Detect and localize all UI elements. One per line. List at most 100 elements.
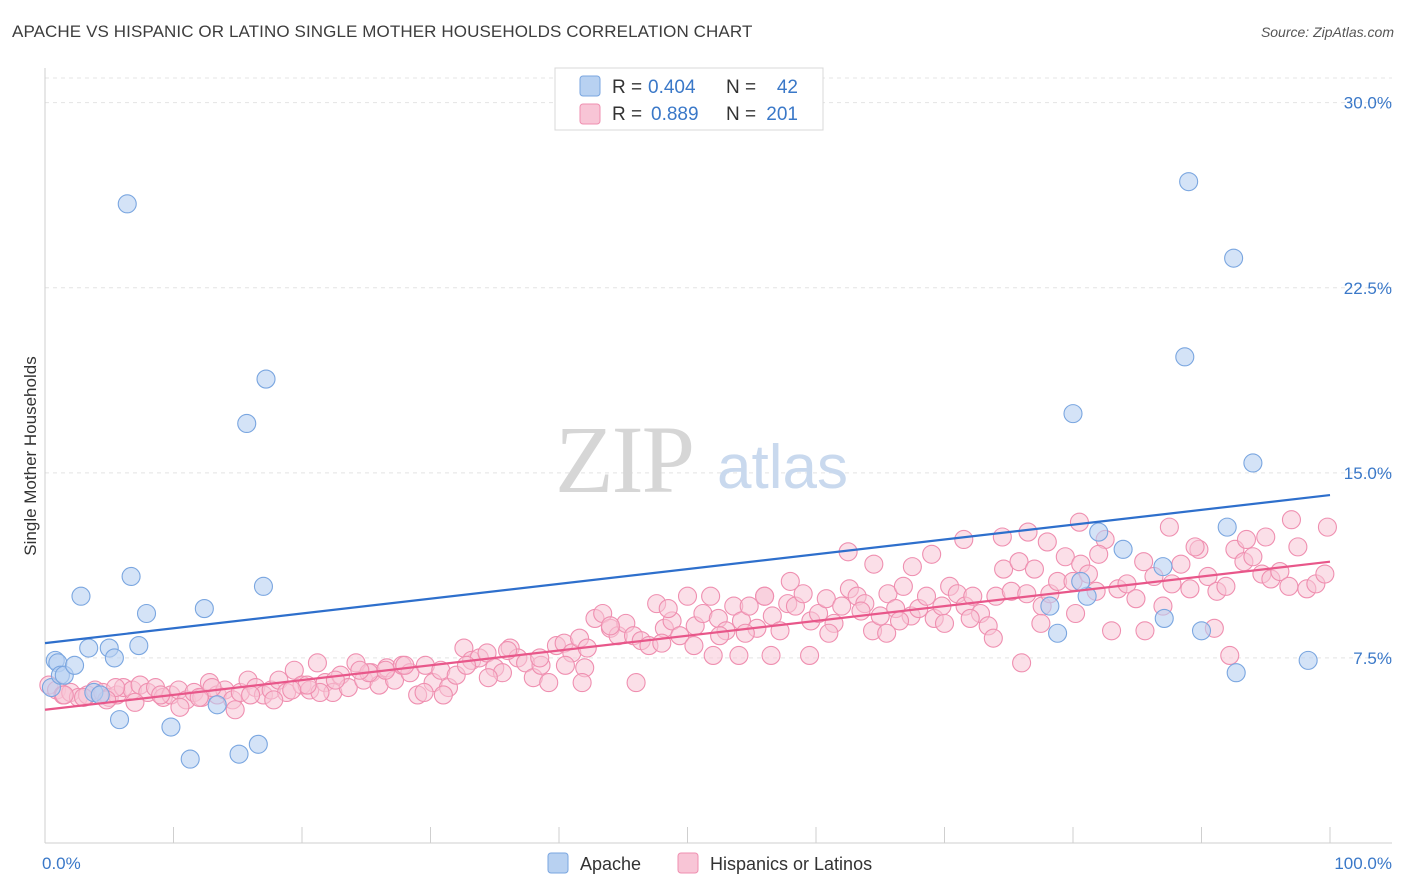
hispanic-point bbox=[870, 606, 890, 626]
hispanic-point bbox=[1162, 574, 1182, 594]
watermark: ZIP atlas bbox=[555, 406, 848, 513]
hispanic-point bbox=[992, 527, 1012, 547]
legend-r-label-1: R = bbox=[612, 77, 642, 98]
series-legend: Apache Hispanics or Latinos bbox=[547, 852, 872, 874]
apache-point bbox=[79, 638, 99, 658]
hispanic-point bbox=[1126, 589, 1146, 609]
apache-point bbox=[117, 194, 137, 214]
hispanic-point bbox=[1185, 537, 1205, 557]
apache-point bbox=[121, 566, 141, 587]
hispanic-point bbox=[433, 685, 453, 705]
hispanic-point bbox=[307, 653, 327, 673]
hispanic-point bbox=[478, 668, 498, 688]
apache-bottom-swatch bbox=[547, 852, 569, 874]
y-tick-label: 22.5% bbox=[1344, 279, 1392, 298]
hispanic-point bbox=[960, 608, 980, 628]
hispanic-point bbox=[414, 682, 434, 703]
chart-source: Source: ZipAtlas.com bbox=[1260, 24, 1394, 40]
hispanic-point bbox=[677, 586, 698, 606]
hispanic-point bbox=[555, 655, 575, 675]
hispanic-point bbox=[1135, 621, 1155, 641]
y-tick-labels: 7.5% 15.0% 22.5% 30.0% bbox=[1344, 94, 1392, 668]
hispanic-point bbox=[994, 559, 1014, 579]
correlation-legend: R = 0.404 N = 42 R = 0.889 N = 201 bbox=[554, 67, 824, 131]
hispanic-bottom-swatch bbox=[677, 852, 699, 874]
apache-point bbox=[1153, 557, 1173, 577]
x-tick-labels: 0.0% 100.0% bbox=[42, 854, 1392, 873]
y-tick-label: 15.0% bbox=[1344, 464, 1392, 483]
hispanic-point bbox=[1256, 527, 1276, 547]
apache-point bbox=[65, 655, 85, 675]
hispanic-point bbox=[1317, 517, 1337, 537]
x-tick-label: 100.0% bbox=[1334, 854, 1392, 873]
hispanic-legend-label: Hispanics or Latinos bbox=[710, 854, 872, 874]
hispanic-point bbox=[1066, 603, 1086, 624]
apache-point bbox=[1048, 623, 1068, 643]
hispanic-point bbox=[922, 544, 942, 564]
hispanic-point bbox=[1159, 517, 1179, 537]
apache-point bbox=[1071, 571, 1091, 591]
hispanic-point bbox=[539, 673, 559, 693]
apache-point bbox=[1154, 608, 1174, 628]
hispanic-point bbox=[983, 628, 1003, 648]
hispanic-point bbox=[1236, 529, 1257, 550]
hispanic-point bbox=[1018, 522, 1038, 542]
hispanic-point bbox=[1180, 579, 1200, 599]
hispanic-point bbox=[735, 623, 755, 643]
legend-r-value-2: 0.889 bbox=[651, 104, 699, 125]
apache-point bbox=[1113, 539, 1133, 559]
hispanic-point bbox=[1055, 547, 1075, 567]
apache-point bbox=[1243, 453, 1263, 473]
apache-point bbox=[1217, 517, 1237, 537]
hispanic-point bbox=[684, 636, 704, 656]
y-tick-label: 30.0% bbox=[1344, 94, 1392, 113]
apache-point bbox=[1226, 663, 1246, 683]
hispanic-point bbox=[600, 616, 620, 636]
hispanic-point bbox=[701, 586, 721, 606]
hispanic-point bbox=[1220, 645, 1240, 666]
hispanic-point bbox=[225, 700, 245, 720]
hispanic-point bbox=[1288, 537, 1308, 557]
hispanic-point bbox=[832, 596, 852, 616]
grid-lines bbox=[45, 77, 1392, 659]
hispanic-point bbox=[658, 599, 678, 619]
apache-point bbox=[1224, 248, 1244, 268]
apache-point bbox=[248, 734, 268, 754]
hispanic-point bbox=[1102, 621, 1122, 641]
hispanic-point bbox=[878, 584, 898, 604]
apache-point bbox=[129, 636, 149, 656]
hispanic-point bbox=[1315, 564, 1335, 584]
hispanic-point bbox=[1089, 544, 1109, 564]
hispanic-point bbox=[456, 655, 477, 675]
hispanic-point bbox=[739, 596, 759, 616]
hispanic-point bbox=[1031, 613, 1051, 633]
trend-lines bbox=[44, 493, 1331, 711]
apache-trend-line bbox=[44, 493, 1331, 645]
hispanic-point bbox=[963, 586, 983, 606]
hispanic-point bbox=[809, 603, 829, 624]
hispanic-point bbox=[170, 697, 190, 717]
hispanic-point bbox=[626, 673, 646, 693]
apache-point bbox=[1179, 172, 1199, 192]
apache-point bbox=[1175, 347, 1195, 367]
hispanic-point bbox=[1134, 552, 1154, 572]
apache-point bbox=[1089, 522, 1109, 542]
legend-n-value-2: 201 bbox=[766, 104, 798, 125]
hispanic-point bbox=[1281, 510, 1301, 530]
hispanic-point bbox=[816, 589, 836, 609]
hispanic-trend-line bbox=[44, 560, 1331, 711]
hispanic-point bbox=[284, 660, 304, 680]
hispanic-point bbox=[1009, 552, 1029, 572]
apache-point bbox=[1191, 621, 1212, 641]
hispanic-point bbox=[877, 623, 897, 643]
hispanic-point bbox=[800, 645, 820, 666]
legend-n-label-1: N = bbox=[726, 77, 756, 98]
hispanic-point bbox=[125, 692, 145, 712]
x-tick-label: 0.0% bbox=[42, 854, 81, 873]
hispanic-point bbox=[241, 685, 261, 705]
hispanic-point bbox=[729, 645, 749, 666]
hispanic-point bbox=[264, 690, 284, 710]
apache-point bbox=[1040, 596, 1060, 616]
legend-r-label-2: R = bbox=[612, 104, 642, 125]
